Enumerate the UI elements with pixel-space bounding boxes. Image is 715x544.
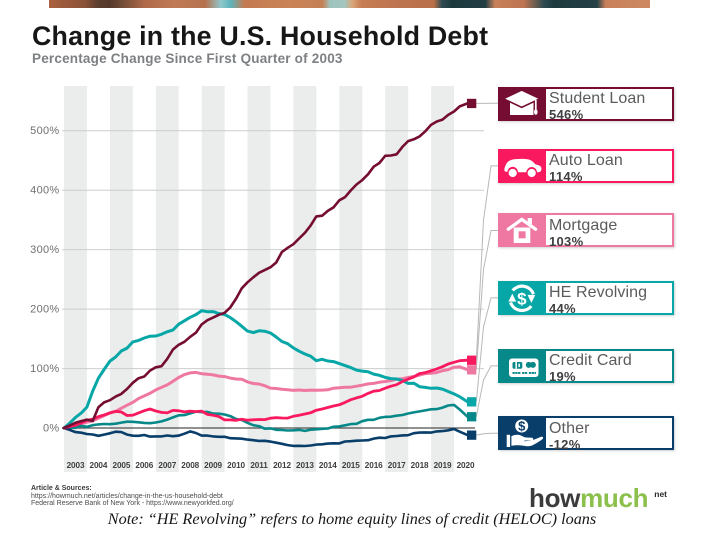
svg-text:300%: 300% <box>30 244 59 256</box>
svg-text:500%: 500% <box>30 125 59 137</box>
svg-text:2018: 2018 <box>411 461 429 470</box>
svg-text:2012: 2012 <box>273 461 291 470</box>
svg-text:2003: 2003 <box>67 461 85 470</box>
svg-text:2010: 2010 <box>227 461 245 470</box>
svg-text:2014: 2014 <box>319 461 337 470</box>
svg-text:100%: 100% <box>30 363 59 375</box>
svg-text:2011: 2011 <box>250 461 268 470</box>
svg-text:400%: 400% <box>30 185 59 197</box>
svg-text:2006: 2006 <box>135 461 153 470</box>
svg-text:$: $ <box>517 289 527 308</box>
svg-text:200%: 200% <box>30 304 59 316</box>
svg-text:2009: 2009 <box>204 461 222 470</box>
svg-text:2017: 2017 <box>388 461 406 470</box>
svg-text:2019: 2019 <box>434 461 452 470</box>
svg-text:2015: 2015 <box>342 461 360 470</box>
svg-text:2005: 2005 <box>112 461 130 470</box>
svg-text:$: $ <box>518 419 526 434</box>
svg-text:0%: 0% <box>43 423 60 435</box>
svg-text:2004: 2004 <box>89 461 107 470</box>
svg-text:2008: 2008 <box>181 461 199 470</box>
svg-text:2013: 2013 <box>296 461 314 470</box>
svg-text:2020: 2020 <box>457 461 475 470</box>
svg-text:2016: 2016 <box>365 461 383 470</box>
svg-text:2007: 2007 <box>158 461 176 470</box>
